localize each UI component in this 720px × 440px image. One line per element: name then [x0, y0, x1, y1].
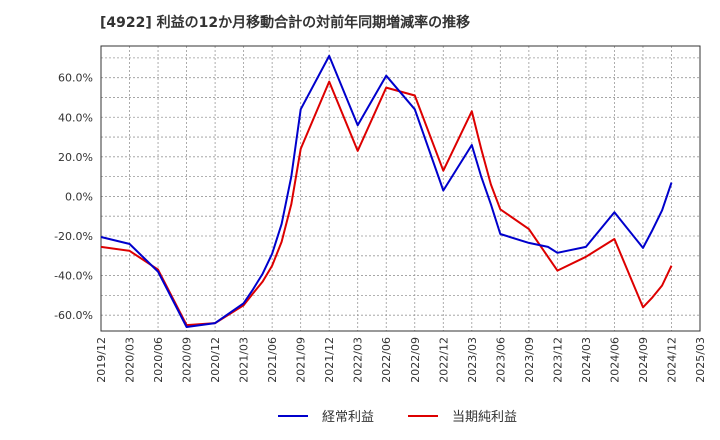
series-layer — [100, 54, 673, 328]
plot-area-frame — [100, 45, 701, 332]
y-tick-label: -40.0% — [54, 270, 93, 283]
x-tick-labels: 2019/12 2020/03 2020/06 2020/09 2020/12 2021/… — [95, 337, 707, 383]
x-tick-label: 2020/06 — [152, 337, 165, 383]
legend-label-ordinary-profit: 経常利益 — [322, 410, 375, 425]
y-tick-label: 0.0% — [65, 190, 93, 203]
x-tick-label: 2022/03 — [352, 337, 365, 383]
x-tick-label: 2024/03 — [580, 337, 593, 383]
x-tick-label: 2024/12 — [665, 337, 678, 383]
legend-swatch-net-profit — [408, 414, 438, 417]
axes — [100, 45, 701, 332]
x-tick-label: 2021/12 — [323, 337, 336, 383]
x-tick-label: 2020/03 — [124, 337, 137, 383]
x-tick-label: 2022/12 — [437, 337, 450, 383]
legend-item-ordinary-profit: 経常利益 — [278, 406, 374, 425]
x-tick-label: 2025/03 — [694, 337, 707, 383]
series-line-net-profit — [100, 80, 673, 327]
x-tick-label: 2021/06 — [266, 337, 279, 383]
x-tick-label: 2021/03 — [238, 337, 251, 383]
legend-swatch-ordinary-profit — [278, 414, 308, 417]
x-tick-label: 2020/12 — [209, 337, 222, 383]
y-tick-label: -20.0% — [54, 230, 93, 243]
x-tick-label: 2023/12 — [551, 337, 564, 383]
legend-item-net-profit: 当期純利益 — [408, 406, 517, 425]
x-tick-label: 2023/03 — [466, 337, 479, 383]
x-tick-label: 2019/12 — [95, 337, 108, 383]
x-tick-label: 2023/09 — [523, 337, 536, 383]
legend-label-net-profit: 当期純利益 — [452, 410, 518, 425]
y-tick-label: -60.0% — [54, 309, 93, 322]
chart-title: [4922] 利益の12か月移動合計の対前年同期増減率の推移 — [100, 15, 471, 31]
grid — [100, 46, 701, 331]
x-tick-label: 2022/06 — [380, 337, 393, 383]
series-line-ordinary-profit — [100, 54, 673, 328]
y-tick-label: 20.0% — [58, 151, 93, 164]
x-tick-label: 2024/06 — [608, 337, 621, 383]
y-tick-labels: 60.0% 40.0% 20.0% 0.0% -20.0% -40.0% -60.0% — [54, 72, 93, 322]
x-tick-label: 2020/09 — [181, 337, 194, 383]
y-tick-label: 40.0% — [58, 111, 93, 124]
y-tick-label: 60.0% — [58, 72, 93, 85]
x-tick-label: 2022/09 — [409, 337, 422, 383]
x-tick-label: 2024/09 — [637, 337, 650, 383]
x-tick-label: 2023/06 — [494, 337, 507, 383]
x-tick-label: 2021/09 — [295, 337, 308, 383]
legend: 経常利益 当期純利益 — [0, 406, 720, 428]
